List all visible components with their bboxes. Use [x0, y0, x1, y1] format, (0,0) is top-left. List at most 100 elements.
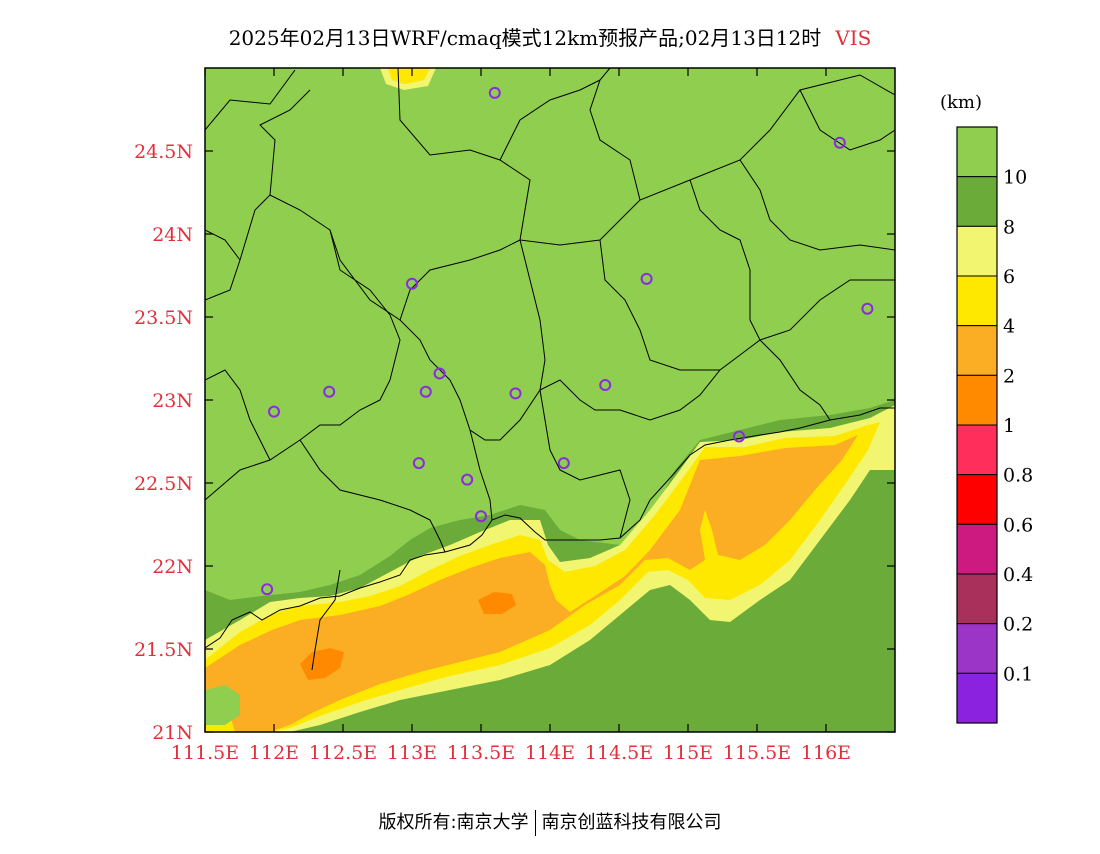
- station-marker: [640, 272, 653, 285]
- visibility-field: [205, 68, 895, 732]
- lon-tick-label: 111.5E: [171, 742, 239, 764]
- vis-top-ring: [380, 68, 436, 90]
- station-marker: [268, 405, 280, 418]
- legend-label: 8: [1003, 216, 1015, 238]
- title-text: 2025年02月13日WRF/cmaq模式12km预报产品;02月13日12时: [228, 26, 822, 50]
- station-marker: [833, 136, 846, 149]
- legend-label: 6: [1003, 266, 1015, 288]
- lon-tick-label: 115.5E: [723, 742, 791, 764]
- county-border-11: [539, 389, 631, 539]
- copyright-footer: 版权所有:南京大学 南京创蓝科技有限公司: [0, 808, 1100, 836]
- lat-tick-label: 23.5N: [134, 307, 193, 329]
- lon-axis: 111.5E 112E 112.5E 113E 113.5E 114E 114.5E 115E…: [171, 68, 851, 764]
- boundaries: [205, 68, 895, 671]
- legend-swatch: [956, 573, 998, 625]
- station-marker: [475, 510, 487, 523]
- county-border-3: [329, 229, 895, 441]
- station-marker: [733, 430, 746, 443]
- unit-label: (km): [940, 92, 983, 113]
- legend-swatch: [956, 672, 998, 724]
- county-border-5: [599, 239, 720, 371]
- lat-axis: 24.5N 24N 23.5N 23N 22.5N 22N 21.5N 21N: [134, 141, 895, 744]
- station-marker: [509, 387, 522, 400]
- lon-tick-label: 116E: [801, 742, 851, 764]
- lat-tick-label: 22.5N: [134, 473, 193, 495]
- legend-swatch: [956, 523, 998, 575]
- copyright-right: 南京创蓝科技有限公司: [541, 812, 722, 833]
- legend-label: 4: [1003, 316, 1015, 338]
- station-marker: [406, 277, 418, 290]
- county-border-13: [589, 68, 641, 201]
- legend-swatch: [956, 474, 998, 525]
- station-marker: [412, 457, 425, 470]
- lat-tick-label: 24N: [152, 224, 193, 246]
- page-title: 2025年02月13日WRF/cmaq模式12km预报产品;02月13日12时 V…: [0, 22, 1100, 51]
- county-border-9: [205, 369, 271, 461]
- footer-separator: [534, 810, 536, 836]
- legend-label: 10: [1003, 167, 1027, 189]
- station-marker: [488, 86, 501, 99]
- lon-tick-label: 113.5E: [447, 742, 515, 764]
- county-border-7: [399, 239, 521, 321]
- lon-tick-label: 115E: [663, 742, 713, 764]
- legend-swatch: [956, 126, 998, 178]
- legend-label: 1: [1003, 415, 1015, 437]
- legend-swatch: [956, 325, 998, 376]
- lat-tick-label: 24.5N: [134, 141, 193, 163]
- lon-tick-label: 114E: [525, 742, 575, 764]
- county-border-17: [499, 79, 601, 161]
- county-border-16: [205, 229, 241, 261]
- coastline: [205, 407, 895, 649]
- legend-label: 0.6: [1003, 514, 1033, 536]
- station-marker: [419, 385, 432, 398]
- vis-pocket-green: [205, 685, 240, 725]
- county-border-8: [299, 439, 446, 553]
- legend-swatch: [956, 424, 998, 476]
- lat-tick-label: 22N: [152, 556, 193, 578]
- station-marker: [599, 379, 612, 392]
- vis-top-yellow: [385, 68, 430, 84]
- station-marker: [433, 367, 446, 380]
- lat-tick-label: 21N: [152, 722, 193, 744]
- station-marker: [261, 583, 274, 596]
- lat-tick-label: 21.5N: [134, 639, 193, 661]
- county-border-2: [259, 89, 311, 196]
- vis-band-1-b: [478, 592, 516, 614]
- legend-frame: [956, 126, 998, 724]
- lon-tick-label: 114.5E: [585, 742, 653, 764]
- legend-label: 0.1: [1003, 663, 1033, 685]
- legend-label: 0.4: [1003, 564, 1033, 586]
- county-border-10: [469, 429, 493, 521]
- station-markers: [261, 86, 874, 596]
- legend-swatch: [956, 176, 998, 227]
- vis-band-2: [205, 435, 858, 732]
- station-marker: [557, 457, 570, 470]
- county-border-4: [519, 239, 546, 391]
- county-border-14: [739, 159, 895, 251]
- county-border-18: [311, 569, 341, 671]
- county-border-6: [689, 179, 761, 341]
- legend-label: 2: [1003, 365, 1015, 387]
- county-border-15: [799, 89, 895, 151]
- station-marker: [461, 473, 474, 486]
- variable-label: VIS: [835, 26, 872, 50]
- lon-tick-label: 113E: [387, 742, 437, 764]
- station-marker: [861, 302, 874, 315]
- legend-label: 0.2: [1003, 614, 1033, 636]
- legend-swatch: [956, 623, 998, 674]
- vis-band-1-a: [300, 648, 344, 680]
- lon-tick-label: 112E: [249, 742, 299, 764]
- copyright-left: 版权所有:南京大学: [378, 812, 529, 833]
- lat-tick-label: 23N: [152, 390, 193, 412]
- legend-swatch: [956, 374, 998, 426]
- station-marker: [323, 385, 336, 398]
- county-border-12: [759, 339, 831, 421]
- legend-swatch: [956, 275, 998, 327]
- legend-swatch: [956, 225, 998, 277]
- legend-label: 0.8: [1003, 465, 1033, 487]
- lon-tick-label: 112.5E: [309, 742, 377, 764]
- colorbar-legend: 10 8 6 4 2 1 0.8 0.6 0.4 0.2 0.1: [956, 126, 1033, 724]
- county-border-1: [205, 194, 401, 501]
